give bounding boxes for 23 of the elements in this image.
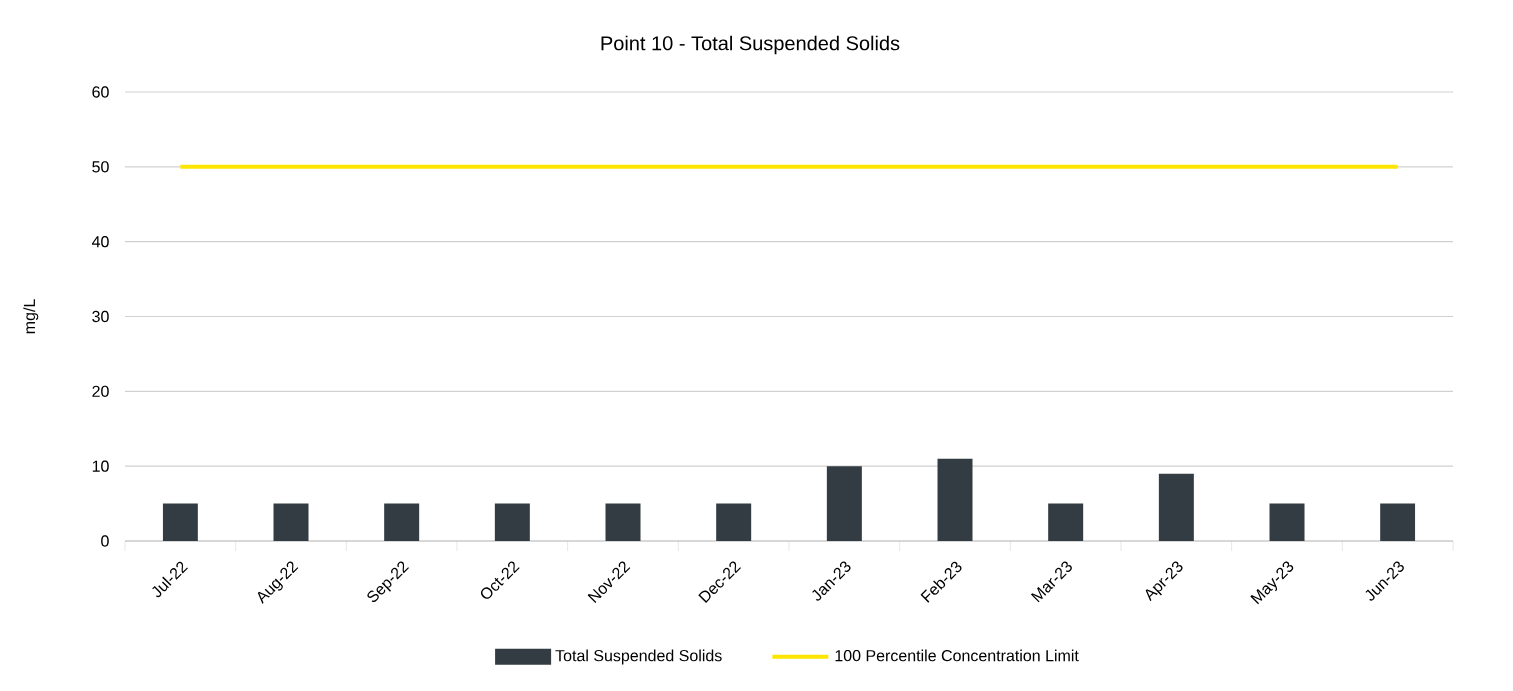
y-tick-label: 20 [92,385,109,397]
bar [273,503,309,541]
y-tick-label: 0 [101,535,109,547]
chart-title: Point 10 - Total Suspended Solids [601,35,900,55]
bar [1158,473,1194,541]
bar [1269,503,1305,541]
bar [162,503,198,541]
bar [826,466,862,541]
bar [494,503,530,541]
bar [937,458,973,541]
y-tick-label: 60 [92,86,109,98]
bar [605,503,641,541]
y-axis-title: mg/L [23,299,39,334]
y-tick-label: 10 [92,460,109,472]
bar [1380,503,1416,541]
bar [384,503,420,541]
bar [1048,503,1084,541]
y-tick-label: 30 [92,310,109,323]
legend-label: 100 Percentile Concentration Limit [835,649,1079,662]
legend-label: Total Suspended Solids [555,649,722,665]
y-tick-label: 40 [91,236,109,248]
bar [716,503,752,541]
y-tick-label: 50 [92,161,109,173]
